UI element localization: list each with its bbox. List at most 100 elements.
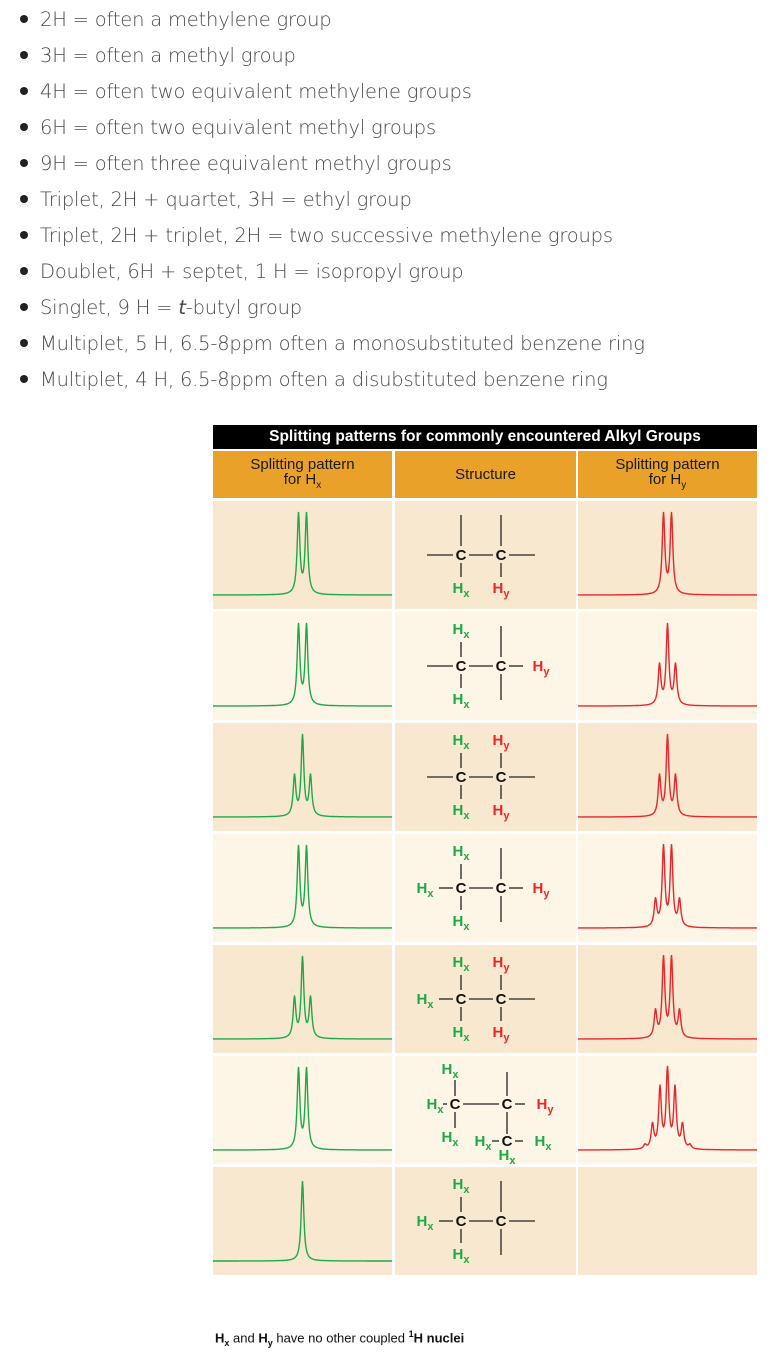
hint-text: 9H = often three equivalent methyl group… bbox=[40, 152, 452, 175]
hy-pattern-cell bbox=[578, 501, 757, 609]
hy-peak-curve bbox=[578, 843, 757, 929]
hx-peak-curve bbox=[213, 733, 392, 818]
hydrogen-label: Hx bbox=[475, 1133, 493, 1153]
bullet-icon bbox=[20, 86, 28, 95]
bullet-icon bbox=[20, 230, 28, 239]
hydrogen-label: Hx bbox=[453, 1246, 471, 1266]
hydrogen-label: Hy bbox=[537, 1096, 555, 1116]
hint-text: Multiplet, 5 H, 6.5-8ppm often a monosub… bbox=[40, 332, 645, 355]
hydrogen-label: Hx bbox=[453, 1176, 471, 1196]
spectrum-drawing bbox=[578, 954, 757, 1040]
hydrogen-label: Hy bbox=[493, 954, 511, 974]
hydrogen-label: Hy bbox=[493, 732, 511, 752]
carbon-label: C bbox=[456, 547, 467, 564]
hx-pattern-cell bbox=[213, 945, 392, 1053]
bullet-icon bbox=[20, 302, 28, 311]
carbon-label: C bbox=[496, 1213, 507, 1230]
spectrum-drawing bbox=[578, 1167, 757, 1275]
hint-text: Multiplet, 4 H, 6.5-8ppm often a disubst… bbox=[40, 368, 608, 391]
bullet-icon bbox=[20, 122, 28, 131]
carbon-label: C bbox=[502, 1096, 513, 1113]
hydrogen-label: Hx bbox=[417, 1213, 435, 1233]
hx-pattern-cell bbox=[213, 612, 392, 720]
figure-title: Splitting patterns for commonly encounte… bbox=[213, 425, 757, 449]
carbon-label: C bbox=[496, 658, 507, 675]
hx-pattern-cell bbox=[213, 1167, 392, 1275]
hy-peak-curve bbox=[578, 733, 757, 818]
header-structure-label: Structure bbox=[455, 466, 516, 483]
hydrogen-label: Hy bbox=[533, 880, 551, 900]
carbon-label: C bbox=[502, 1133, 513, 1150]
carbon-label: C bbox=[450, 1096, 461, 1113]
figure-caption: Hx and Hy have no other coupled 1H nucle… bbox=[215, 1329, 465, 1348]
hint-text: 6H = often two equivalent methyl groups bbox=[40, 116, 436, 139]
carbon-label: C bbox=[496, 880, 507, 897]
hydrogen-label: Hx bbox=[453, 621, 471, 641]
hx-peak-curve bbox=[213, 1180, 392, 1262]
hint-item: Triplet, 2H + triplet, 2H = two successi… bbox=[20, 218, 613, 254]
hx-pattern-cell bbox=[213, 723, 392, 831]
spectrum-drawing bbox=[213, 1180, 392, 1262]
structure-cell: C C Hx Hy bbox=[395, 501, 576, 609]
hint-text: Triplet, 2H + triplet, 2H = two successi… bbox=[40, 224, 613, 247]
hy-peak-curve bbox=[578, 511, 757, 596]
hint-item: Multiplet, 5 H, 6.5-8ppm often a monosub… bbox=[20, 326, 645, 362]
carbon-label: C bbox=[456, 991, 467, 1008]
structure-cell: C C Hx Hx Hy Hy bbox=[395, 723, 576, 831]
carbon-label: C bbox=[456, 1213, 467, 1230]
hy-pattern-cell bbox=[578, 945, 757, 1053]
hydrogen-label: Hy bbox=[493, 802, 511, 822]
hx-pattern-cell bbox=[213, 501, 392, 609]
header-hy-line2: for Hy bbox=[648, 470, 687, 491]
header-hy-line1: Splitting pattern bbox=[615, 455, 720, 473]
hydrogen-label: Hx bbox=[453, 1024, 471, 1044]
carbon-label: C bbox=[456, 769, 467, 786]
hydrogen-label: Hx bbox=[453, 913, 471, 933]
hint-text: Doublet, 6H + septet, 1 H = isopropyl gr… bbox=[40, 260, 464, 283]
hydrogen-label: Hx bbox=[417, 991, 435, 1011]
hx-pattern-cell bbox=[213, 1056, 392, 1164]
hy-peak-curve bbox=[578, 954, 757, 1040]
hydrogen-label: Hx bbox=[417, 880, 435, 900]
header-hx-line1: Splitting pattern bbox=[250, 455, 355, 473]
hydrogen-label: Hx bbox=[453, 802, 471, 822]
structure-cell: C C Hx Hx Hx Hy Hy bbox=[395, 945, 576, 1053]
spectrum-drawing bbox=[578, 1065, 757, 1151]
hydrogen-label: Hx bbox=[453, 732, 471, 752]
hx-peak-curve bbox=[213, 1066, 392, 1151]
structure-drawing: C C Hx Hy bbox=[427, 515, 535, 600]
bullet-icon bbox=[20, 50, 28, 59]
hx-peak-curve bbox=[213, 955, 392, 1040]
hx-peak-curve bbox=[213, 844, 392, 929]
hydrogen-label: Hy bbox=[493, 580, 511, 600]
hydrogen-label: Hx bbox=[453, 580, 471, 600]
carbon-label: C bbox=[496, 769, 507, 786]
structure-drawing: C C Hx Hx Hy Hy bbox=[427, 732, 535, 822]
hy-pattern-cell bbox=[578, 723, 757, 831]
spectrum-drawing bbox=[213, 955, 392, 1040]
bullet-icon bbox=[20, 338, 28, 347]
hy-pattern-cell bbox=[578, 1056, 757, 1164]
spectrum-drawing bbox=[213, 511, 392, 596]
hint-text: Triplet, 2H + quartet, 3H = ethyl group bbox=[40, 188, 412, 211]
bullet-icon bbox=[20, 158, 28, 167]
hydrogen-label: Hy bbox=[493, 1024, 511, 1044]
hydrogen-label: Hx bbox=[442, 1129, 460, 1149]
hydrogen-label: Hx bbox=[499, 1147, 517, 1164]
hydrogen-label: Hx bbox=[453, 843, 471, 863]
structure-drawing: C C Hx Hx Hx Hy Hy bbox=[417, 954, 535, 1044]
hydrogen-label: Hx bbox=[535, 1133, 553, 1153]
hy-pattern-cell bbox=[578, 612, 757, 720]
hint-text: Singlet, 9 H = t-butyl group bbox=[40, 296, 302, 319]
header-hx: Splitting pattern for Hx bbox=[213, 451, 392, 498]
hx-peak-curve bbox=[213, 511, 392, 596]
hx-pattern-cell bbox=[213, 834, 392, 942]
structure-drawing: C C Hx Hy Hx Hx bbox=[417, 843, 551, 933]
hint-item: 4H = often two equivalent methylene grou… bbox=[20, 74, 472, 110]
carbon-label: C bbox=[456, 658, 467, 675]
spectrum-drawing bbox=[213, 844, 392, 929]
structure-cell: C C Hx Hx Hx Hy C Hx Hx Hx bbox=[395, 1056, 576, 1164]
hx-peak-curve bbox=[213, 622, 392, 707]
hint-item: Doublet, 6H + septet, 1 H = isopropyl gr… bbox=[20, 254, 464, 290]
